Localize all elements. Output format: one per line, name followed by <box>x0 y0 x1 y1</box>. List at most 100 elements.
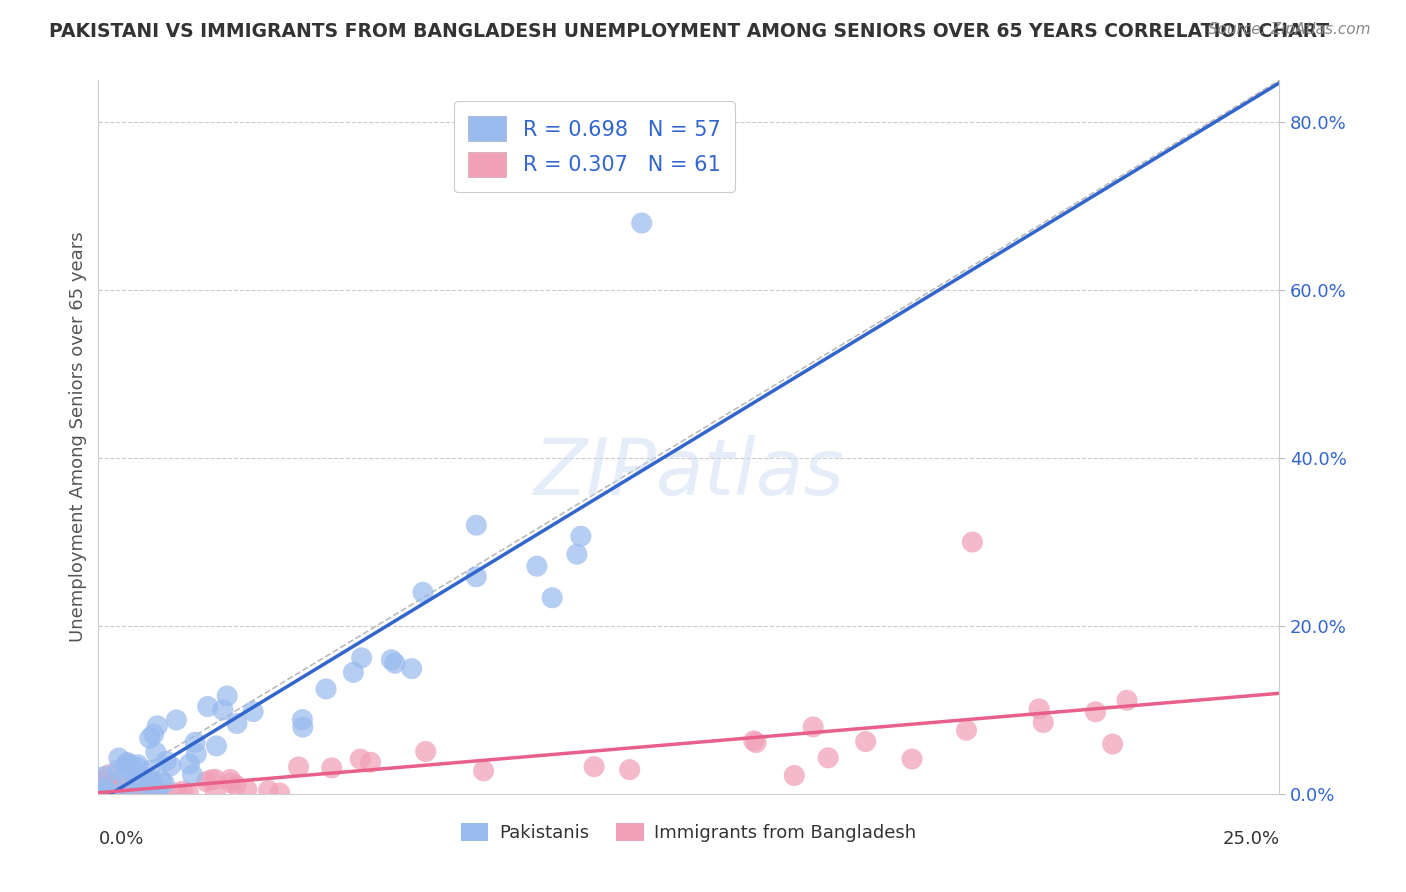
Point <box>526 559 548 574</box>
Point <box>200 772 222 787</box>
Point <box>1032 715 1054 730</box>
Point <box>855 734 877 748</box>
Point <box>93 780 115 795</box>
Point <box>127 757 149 772</box>
Point <box>124 771 146 785</box>
Point <box>141 786 163 800</box>
Point <box>745 735 768 749</box>
Point <box>204 772 226 787</box>
Point <box>1084 705 1107 719</box>
Point <box>412 585 434 599</box>
Point <box>141 775 163 789</box>
Point <box>115 756 138 770</box>
Point <box>212 703 235 717</box>
Point <box>291 720 314 734</box>
Point <box>195 774 218 789</box>
Point <box>91 773 114 788</box>
Point <box>583 760 606 774</box>
Point <box>1028 702 1050 716</box>
Point <box>91 786 114 800</box>
Point <box>204 786 226 800</box>
Point <box>801 720 824 734</box>
Point <box>91 786 114 800</box>
Point <box>153 776 176 790</box>
Point <box>321 761 343 775</box>
Point <box>287 760 309 774</box>
Point <box>139 786 162 800</box>
Point <box>139 772 162 787</box>
Text: ZIPatlas: ZIPatlas <box>533 434 845 511</box>
Y-axis label: Unemployment Among Seniors over 65 years: Unemployment Among Seniors over 65 years <box>69 232 87 642</box>
Point <box>465 570 488 584</box>
Point <box>184 735 207 749</box>
Point <box>472 764 495 778</box>
Point <box>150 773 173 788</box>
Point <box>94 769 117 783</box>
Point <box>138 731 160 746</box>
Point <box>541 591 564 605</box>
Point <box>205 739 228 753</box>
Point <box>97 768 120 782</box>
Point <box>117 756 139 770</box>
Point <box>98 786 121 800</box>
Point <box>146 719 169 733</box>
Point <box>128 773 150 788</box>
Point <box>91 786 114 800</box>
Text: 0.0%: 0.0% <box>98 830 143 847</box>
Point <box>150 786 173 800</box>
Point <box>401 662 423 676</box>
Point <box>197 699 219 714</box>
Point <box>349 752 371 766</box>
Point <box>219 772 242 787</box>
Point <box>100 786 122 800</box>
Point <box>91 786 114 800</box>
Point <box>166 713 188 727</box>
Point <box>569 529 592 543</box>
Point <box>219 776 242 790</box>
Point <box>955 723 977 738</box>
Point <box>962 535 984 549</box>
Point <box>127 760 149 774</box>
Point <box>217 689 239 703</box>
Point <box>110 786 132 800</box>
Point <box>103 782 125 797</box>
Point <box>742 734 765 748</box>
Point <box>350 650 373 665</box>
Point <box>142 727 165 741</box>
Point <box>100 786 122 800</box>
Point <box>269 786 291 800</box>
Point <box>172 784 194 798</box>
Point <box>127 786 149 800</box>
Point <box>91 786 114 800</box>
Point <box>1101 737 1123 751</box>
Point <box>415 744 437 758</box>
Point <box>291 713 314 727</box>
Point <box>177 786 200 800</box>
Point <box>315 681 337 696</box>
Point <box>91 786 114 800</box>
Point <box>225 778 247 792</box>
Point <box>146 786 169 800</box>
Point <box>465 518 488 533</box>
Point <box>630 216 652 230</box>
Point <box>783 768 806 782</box>
Point <box>110 780 132 795</box>
Text: Source: ZipAtlas.com: Source: ZipAtlas.com <box>1208 22 1371 37</box>
Point <box>120 786 142 800</box>
Point <box>242 705 264 719</box>
Point <box>100 778 122 792</box>
Point <box>111 786 134 800</box>
Point <box>181 768 204 782</box>
Point <box>360 756 382 770</box>
Point <box>901 752 924 766</box>
Point <box>817 751 839 765</box>
Point <box>115 760 138 774</box>
Point <box>145 745 167 759</box>
Point <box>179 757 201 772</box>
Text: 25.0%: 25.0% <box>1222 830 1279 847</box>
Point <box>619 763 641 777</box>
Point <box>565 547 588 561</box>
Point <box>114 769 136 783</box>
Point <box>159 758 181 772</box>
Point <box>127 772 149 787</box>
